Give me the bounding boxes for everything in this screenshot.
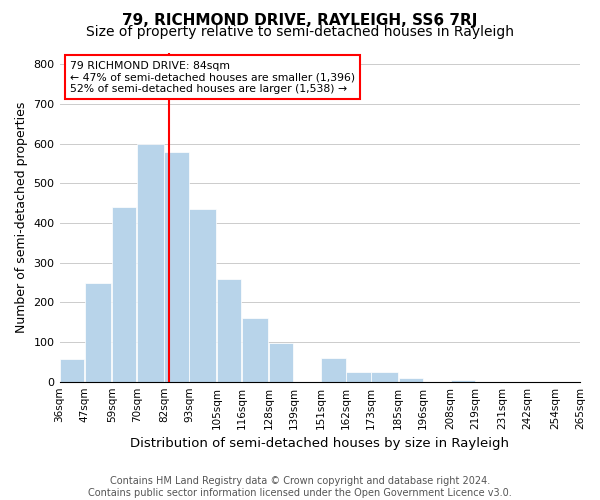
Bar bbox=[112, 207, 136, 382]
Bar bbox=[190, 209, 216, 382]
Bar bbox=[85, 282, 112, 382]
Text: 79 RICHMOND DRIVE: 84sqm
← 47% of semi-detached houses are smaller (1,396)
52% o: 79 RICHMOND DRIVE: 84sqm ← 47% of semi-d… bbox=[70, 60, 355, 94]
Y-axis label: Number of semi-detached properties: Number of semi-detached properties bbox=[15, 102, 28, 333]
Bar bbox=[60, 359, 84, 382]
Bar bbox=[242, 318, 268, 382]
Bar bbox=[217, 280, 241, 382]
Text: 79, RICHMOND DRIVE, RAYLEIGH, SS6 7RJ: 79, RICHMOND DRIVE, RAYLEIGH, SS6 7RJ bbox=[122, 12, 478, 28]
Bar bbox=[164, 152, 189, 382]
Bar bbox=[269, 343, 293, 382]
Bar bbox=[398, 378, 423, 382]
Bar bbox=[321, 358, 346, 382]
Bar bbox=[371, 372, 398, 382]
Bar bbox=[346, 372, 371, 382]
Bar bbox=[451, 380, 475, 382]
X-axis label: Distribution of semi-detached houses by size in Rayleigh: Distribution of semi-detached houses by … bbox=[130, 437, 509, 450]
Text: Size of property relative to semi-detached houses in Rayleigh: Size of property relative to semi-detach… bbox=[86, 25, 514, 39]
Bar bbox=[137, 144, 164, 382]
Text: Contains HM Land Registry data © Crown copyright and database right 2024.
Contai: Contains HM Land Registry data © Crown c… bbox=[88, 476, 512, 498]
